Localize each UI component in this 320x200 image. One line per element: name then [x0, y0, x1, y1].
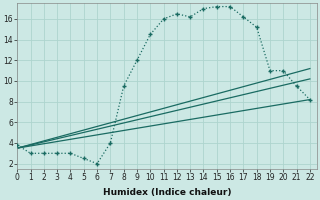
- X-axis label: Humidex (Indice chaleur): Humidex (Indice chaleur): [103, 188, 231, 197]
